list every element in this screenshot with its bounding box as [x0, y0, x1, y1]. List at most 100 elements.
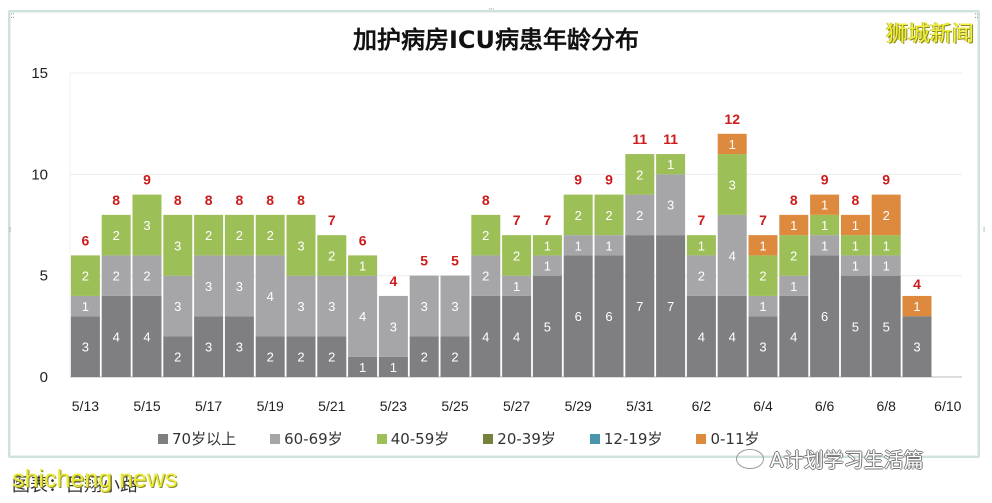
segment-value-label: 5	[852, 319, 859, 334]
bar-segment-age40_59	[286, 214, 316, 276]
total-value-label: 8	[790, 192, 798, 208]
bar-segment-age70plus	[871, 275, 901, 377]
total-value-label: 7	[513, 212, 521, 228]
bar-segment-age70plus	[594, 255, 624, 377]
segment-value-label: 2	[328, 350, 335, 365]
bar-segment-age70plus	[625, 235, 655, 377]
bar-segment-age60_69	[224, 255, 254, 317]
segment-value-label: 2	[267, 228, 274, 243]
legend-swatch	[696, 433, 707, 444]
x-tick-label: 5/21	[318, 398, 345, 414]
x-tick-label: 5/25	[441, 398, 468, 414]
bar-segment-age60_69	[625, 194, 655, 236]
x-axis: 5/13 5/15 5/17 5/19 5/21 5/23 5/25 5/27 5/29 5/31…	[72, 398, 962, 414]
segment-value-label: 1	[821, 198, 828, 213]
segment-value-label: 6	[821, 309, 828, 324]
segment-value-label: 3	[729, 177, 736, 192]
resize-handle-top[interactable]: ···	[488, 5, 495, 15]
bar-segment-age70plus	[779, 295, 809, 377]
bar-5/28: 5 1 1 7	[532, 212, 562, 377]
segment-value-label: 5	[883, 319, 890, 334]
bar-5/31: 7 2 2 11	[625, 131, 655, 377]
total-value-label: 7	[328, 212, 336, 228]
bar-segment-age40_59	[163, 214, 193, 276]
bar-segment-age40_59	[471, 214, 501, 256]
segment-value-label: 1	[852, 259, 859, 274]
x-tick-label: 6/4	[753, 398, 773, 414]
segment-value-label: 3	[297, 299, 304, 314]
segment-value-label: 3	[421, 299, 428, 314]
y-tick-label: 15	[31, 65, 48, 82]
bar-segment-age70plus	[532, 275, 562, 377]
x-tick-label: 6/6	[815, 398, 835, 414]
segment-value-label: 3	[451, 299, 458, 314]
total-value-label: 6	[359, 232, 367, 248]
total-value-label: 8	[482, 192, 490, 208]
legend-item-age40_59: 40-59岁	[376, 428, 449, 449]
bar-segment-age40_59	[348, 255, 378, 276]
legend-label: 12-19岁	[603, 430, 663, 448]
segment-value-label: 1	[667, 157, 674, 172]
resize-handle-left[interactable]: ···	[4, 226, 14, 232]
chart-credit: 图表：吕翔小路 shicheng news	[12, 465, 177, 497]
resize-handle-top-right[interactable]: ::	[974, 11, 979, 21]
bar-5/24: 2 3 5	[409, 253, 439, 377]
segment-value-label: 3	[174, 299, 181, 314]
bar-segment-age40_59	[194, 214, 224, 256]
bar-segment-age60_69	[378, 295, 408, 357]
total-value-label: 9	[882, 172, 890, 188]
total-value-label: 4	[913, 276, 921, 292]
total-value-label: 11	[632, 131, 647, 147]
bar-segment-age60_69	[871, 255, 901, 276]
segment-value-label: 3	[236, 279, 243, 294]
segment-value-label: 2	[328, 248, 335, 263]
segment-value-label: 1	[883, 259, 890, 274]
segment-value-label: 7	[667, 299, 674, 314]
bar-5/27: 4 1 2 7	[502, 212, 532, 377]
segment-value-label: 2	[113, 269, 120, 284]
segment-value-label: 2	[605, 208, 612, 223]
segment-value-label: 1	[790, 218, 797, 233]
bar-5/19: 2 4 2 8	[255, 192, 285, 377]
legend-swatch	[270, 433, 281, 444]
total-value-label: 8	[266, 192, 274, 208]
bar-segment-age60_69	[810, 235, 840, 256]
total-value-label: 8	[852, 192, 860, 208]
bar-segment-age40_59	[625, 154, 655, 195]
x-tick-label: 5/23	[380, 398, 407, 414]
x-tick-label: 5/29	[565, 398, 592, 414]
segment-value-label: 3	[205, 279, 212, 294]
bar-segment-age70plus	[378, 356, 408, 377]
segment-value-label: 2	[636, 167, 643, 182]
segment-value-label: 4	[359, 309, 366, 324]
bar-segment-age70plus	[286, 336, 316, 377]
bar-segment-age60_69	[840, 255, 870, 276]
bar-segment-age70plus	[471, 295, 501, 377]
y-tick-label: 0	[40, 369, 48, 386]
x-tick-label: 5/13	[72, 398, 99, 414]
bar-segment-age70plus	[717, 295, 747, 377]
bar-5/23: 1 3 4	[378, 273, 408, 377]
bar-segment-age60_69	[686, 255, 716, 296]
bar-5/21: 2 3 2 7	[317, 212, 347, 377]
bar-segment-age60_69	[717, 214, 747, 296]
segment-value-label: 3	[390, 319, 397, 334]
segment-value-label: 2	[482, 269, 489, 284]
segment-value-label: 3	[297, 238, 304, 253]
total-value-label: 8	[112, 192, 120, 208]
resize-handle-right[interactable]: ···	[978, 226, 988, 232]
bar-segment-age60_69	[317, 275, 347, 337]
segment-value-label: 2	[883, 208, 890, 223]
legend-swatch	[589, 433, 600, 444]
bar-segment-age0_11	[748, 235, 778, 256]
resize-handle-top-left[interactable]: ::	[10, 11, 15, 21]
bar-segment-age0_11	[902, 295, 932, 317]
segment-value-label: 4	[698, 329, 705, 344]
bar-segment-age40_59	[871, 235, 901, 256]
segment-value-label: 1	[513, 279, 520, 294]
bar-segment-age70plus	[317, 336, 347, 377]
watermark-right-text: A计划学习生活篇	[770, 448, 924, 472]
segment-value-label: 4	[113, 329, 120, 344]
total-value-label: 9	[821, 172, 829, 188]
